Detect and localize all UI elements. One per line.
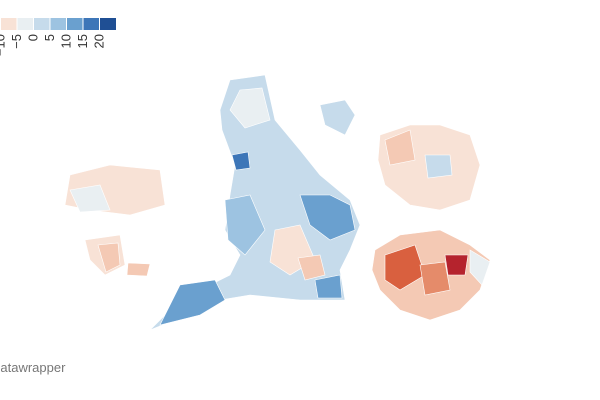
region	[231, 151, 251, 171]
region	[424, 154, 453, 179]
region	[444, 254, 469, 276]
region	[229, 87, 271, 129]
legend-tick-label: −10	[0, 34, 8, 56]
region	[469, 249, 491, 286]
region	[319, 99, 356, 136]
legend-swatch	[50, 18, 67, 30]
region	[224, 194, 266, 256]
legend-tick-label: 20	[92, 34, 107, 48]
legend-tick-label: 0	[26, 34, 41, 41]
legend-swatch	[99, 18, 116, 30]
legend-swatch	[83, 18, 100, 30]
legend-swatch	[17, 18, 34, 30]
credit: Datawrapper	[0, 360, 66, 375]
legend-swatch	[33, 18, 50, 30]
legend-swatch	[0, 18, 17, 30]
map-regions	[64, 74, 491, 331]
legend-tick-label: −5	[9, 34, 24, 49]
region	[159, 279, 226, 326]
region	[384, 129, 416, 166]
region	[69, 184, 111, 213]
region	[314, 274, 343, 299]
legend-swatch	[66, 18, 83, 30]
legend: −10 −5 0 5 10 15 20	[0, 18, 116, 56]
region	[384, 244, 426, 291]
legend-tick-label: 15	[75, 34, 90, 48]
legend-tick-label: 5	[42, 34, 57, 41]
region	[297, 254, 326, 281]
region	[419, 261, 451, 296]
region	[299, 194, 356, 241]
legend-tick-label: 10	[59, 34, 74, 48]
region	[97, 242, 121, 273]
region	[126, 262, 151, 277]
